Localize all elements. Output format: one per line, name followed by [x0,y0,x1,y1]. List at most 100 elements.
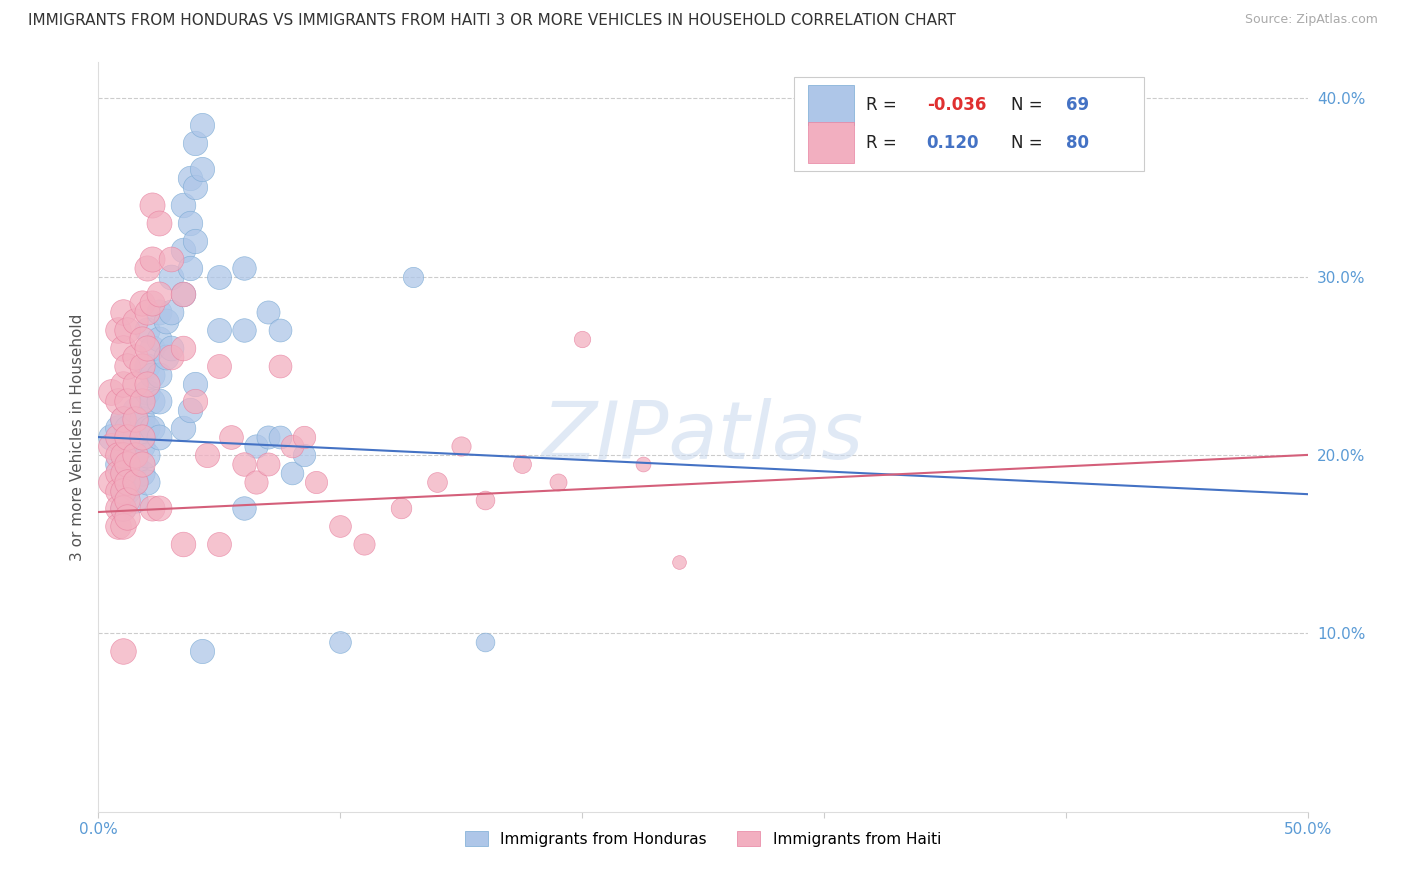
Point [172,537,194,551]
Point [179,260,201,275]
FancyBboxPatch shape [808,122,855,163]
Point [232,457,254,471]
Point [184,394,207,409]
Point [117,475,139,489]
Legend: Immigrants from Honduras, Immigrants from Haiti: Immigrants from Honduras, Immigrants fro… [458,824,948,853]
Point [148,368,170,382]
Point [111,483,134,498]
Point [111,341,134,355]
Point [148,394,170,409]
Text: ZIPatlas: ZIPatlas [541,398,865,476]
Point [141,368,163,382]
Point [184,234,207,248]
Y-axis label: 3 or more Vehicles in Household: 3 or more Vehicles in Household [69,313,84,561]
Point [160,341,183,355]
Text: -0.036: -0.036 [927,96,986,114]
Text: 69: 69 [1066,96,1088,114]
Point [155,314,177,328]
Point [135,305,157,319]
Point [208,323,231,337]
Point [292,448,315,462]
Point [184,376,207,391]
Point [547,475,569,489]
Point [208,359,231,373]
Point [160,269,183,284]
Text: 80: 80 [1066,134,1088,152]
Point [141,341,163,355]
Point [179,403,201,417]
Point [269,430,291,444]
Point [131,412,153,426]
Point [117,492,139,507]
Point [172,421,194,435]
Point [155,350,177,364]
FancyBboxPatch shape [793,78,1144,171]
Point [232,323,254,337]
Text: R =: R = [866,96,903,114]
Point [148,501,170,516]
Point [107,501,129,516]
Point [124,350,146,364]
Point [329,635,352,649]
Point [269,359,291,373]
Point [281,439,304,453]
Point [269,323,291,337]
Point [172,243,194,257]
Point [450,439,472,453]
Point [571,332,593,346]
Point [141,296,163,310]
Point [281,466,304,480]
Point [124,314,146,328]
Point [135,260,157,275]
Point [117,394,139,409]
Point [148,305,170,319]
Point [111,519,134,533]
Point [232,501,254,516]
Point [353,537,375,551]
Point [208,269,231,284]
Point [135,385,157,400]
Text: N =: N = [1011,96,1049,114]
Point [256,430,278,444]
FancyBboxPatch shape [808,85,855,126]
Point [184,136,207,150]
Point [117,323,139,337]
Point [510,457,533,471]
Point [131,359,153,373]
Point [111,483,134,498]
Point [474,492,496,507]
Point [160,252,183,266]
Point [117,359,139,373]
Point [292,430,315,444]
Point [124,412,146,426]
Point [117,483,139,498]
Point [131,332,153,346]
Point [111,412,134,426]
Point [389,501,412,516]
Point [141,198,163,212]
Point [474,635,496,649]
Point [160,305,183,319]
Point [107,466,129,480]
Point [426,475,449,489]
Point [111,412,134,426]
Point [111,448,134,462]
Point [124,430,146,444]
Text: IMMIGRANTS FROM HONDURAS VS IMMIGRANTS FROM HAITI 3 OR MORE VEHICLES IN HOUSEHOL: IMMIGRANTS FROM HONDURAS VS IMMIGRANTS F… [28,13,956,29]
Point [111,501,134,516]
Point [135,341,157,355]
Point [172,341,194,355]
Point [111,305,134,319]
Point [100,430,122,444]
Point [117,457,139,471]
Point [124,475,146,489]
Point [402,269,425,284]
Point [100,475,122,489]
Point [131,430,153,444]
Point [191,118,214,132]
Point [191,162,214,177]
Point [111,376,134,391]
Point [135,448,157,462]
Point [100,385,122,400]
Point [111,466,134,480]
